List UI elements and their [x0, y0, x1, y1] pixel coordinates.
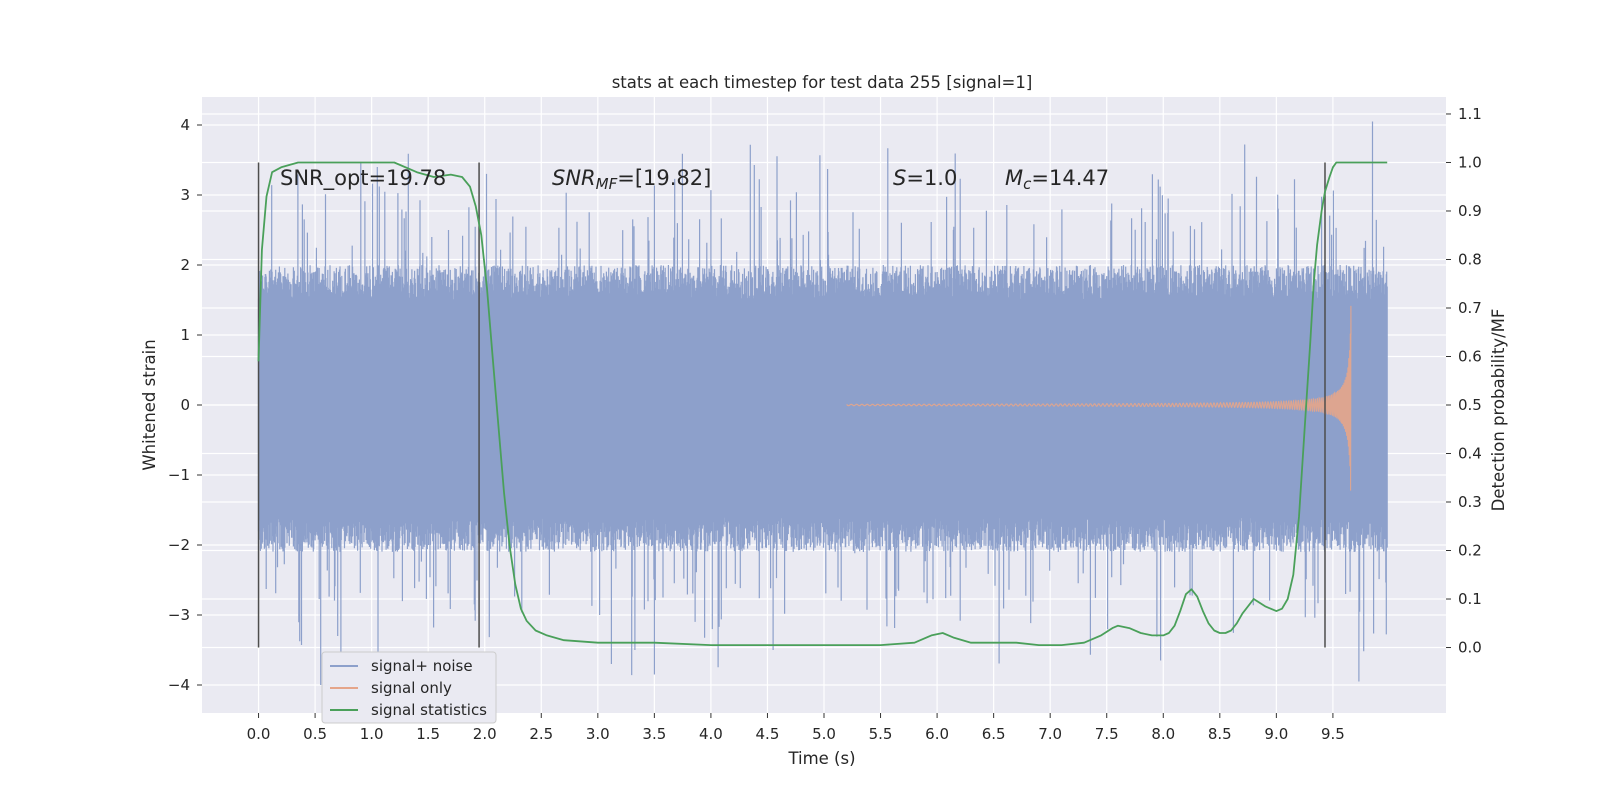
annotations: SNR_opt=19.78 SNRMF=[19.82] S=1.0 Mc=14.47 [280, 166, 1109, 193]
x-tick-label: 6.5 [982, 725, 1006, 743]
y-tick-label: 2 [180, 256, 190, 274]
annotation-mc: Mc=14.47 [1005, 166, 1109, 193]
y2-tick-label: 0.7 [1458, 299, 1482, 317]
legend-label-signal-noise: signal+ noise [371, 657, 473, 675]
annotation-value: =1.0 [906, 166, 957, 190]
y-tick-label: −1 [168, 466, 190, 484]
annotation-value: =19.78 [369, 166, 447, 190]
x-tick-label: 2.5 [529, 725, 553, 743]
x-tick-label: 8.5 [1208, 725, 1232, 743]
legend-box [321, 651, 497, 724]
x-tick-label: 1.0 [360, 725, 384, 743]
y-tick-label: 0 [180, 396, 190, 414]
legend-label-signal-statistics: signal statistics [371, 701, 487, 719]
x-tick-label: 9.5 [1321, 725, 1345, 743]
y-tick-label: −2 [168, 536, 190, 554]
x-tick-label: 1.5 [416, 725, 440, 743]
x-tick-label: 8.0 [1151, 725, 1175, 743]
annotation-s: S=1.0 [893, 166, 957, 190]
annotation-subscript: MF [596, 175, 618, 193]
y2-tick-label: 1.1 [1458, 105, 1482, 123]
x-tick-label: 7.5 [1095, 725, 1119, 743]
annotation-prefix: SNR_opt [280, 166, 369, 191]
x-tick-label: 9.0 [1264, 725, 1288, 743]
tick-labels: 0.0 0.5 1.0 1.5 2.0 2.5 3.0 3.5 4.0 4.5 5.0 5.5 6.0 6… [168, 105, 1482, 743]
series-signal-only [846, 305, 1352, 491]
y2-tick-label: 0.3 [1458, 493, 1482, 511]
y-tick-label: −4 [168, 676, 190, 694]
legend-label-signal-only: signal only [371, 679, 452, 697]
x-tick-label: 0.5 [303, 725, 327, 743]
y2-tick-label: 0.9 [1458, 202, 1482, 220]
signal-trace [846, 305, 1352, 491]
annotation-snr-mf: SNRMF=[19.82] [552, 166, 711, 193]
annotation-value: =14.47 [1031, 166, 1109, 190]
annotation-prefix: SNR [552, 166, 596, 190]
y-tick-label: 4 [180, 116, 190, 134]
y2-tick-label: 0.8 [1458, 250, 1482, 268]
x-tick-label: 6.0 [925, 725, 949, 743]
annotation-prefix: M [1005, 166, 1023, 190]
y-tick-label: 3 [180, 186, 190, 204]
chart-title: stats at each timestep for test data 255… [612, 73, 1033, 92]
x-tick-label: 3.0 [586, 725, 610, 743]
x-tick-label: 4.5 [756, 725, 780, 743]
annotation-prefix: S [893, 166, 906, 190]
y2-tick-label: 1.0 [1458, 153, 1482, 171]
y2-tick-label: 0.4 [1458, 445, 1482, 463]
x-tick-label: 0.0 [247, 725, 271, 743]
x-axis-label: Time (s) [787, 749, 855, 768]
annotation-snr-opt: SNR_opt=19.78 [280, 166, 446, 191]
y2-tick-label: 0.0 [1458, 639, 1482, 657]
vertical-markers [257, 162, 1326, 648]
y2-tick-label: 0.6 [1458, 347, 1482, 365]
x-tick-label: 4.0 [699, 725, 723, 743]
y2-axis-label: Detection probability/MF [1489, 309, 1508, 512]
x-tick-label: 5.0 [812, 725, 836, 743]
x-tick-label: 7.0 [1038, 725, 1062, 743]
y2-tick-label: 0.1 [1458, 590, 1482, 608]
y-axis-label: Whitened strain [140, 339, 159, 470]
y2-tick-label: 0.5 [1458, 396, 1482, 414]
series-signal-statistics [257, 161, 1388, 646]
legend: signal+ noise signal only signal statist… [321, 651, 497, 724]
y2-tick-label: 0.2 [1458, 542, 1482, 560]
x-tick-label: 2.0 [473, 725, 497, 743]
y-tick-label: 1 [180, 326, 190, 344]
x-tick-label: 5.5 [869, 725, 893, 743]
annotation-subscript: c [1023, 175, 1032, 193]
annotation-value: =[19.82] [617, 166, 711, 190]
y-tick-label: −3 [168, 606, 190, 624]
x-tick-label: 3.5 [642, 725, 666, 743]
statistics-line [257, 161, 1388, 646]
